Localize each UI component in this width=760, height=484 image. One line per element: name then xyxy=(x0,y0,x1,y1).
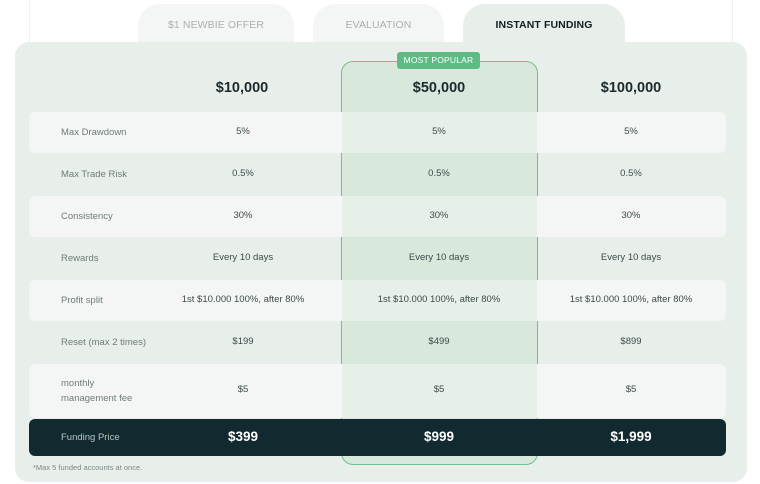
funding-price-row: Funding Price $399 $999 $1,999 xyxy=(29,419,726,456)
row-highlight-gap xyxy=(342,196,537,237)
table-row-profit-split: Profit split 1st $10.000 100%, after 80%… xyxy=(29,280,726,321)
price-10k[interactable]: $399 xyxy=(227,429,259,444)
table-row-consistency: Consistency 30% 30% 30% xyxy=(29,196,726,237)
plan-header-10k: $10,000 xyxy=(215,80,269,96)
table-row-max-trade-risk: Max Trade Risk 0.5% 0.5% 0.5% xyxy=(29,154,726,195)
price-50k[interactable]: $999 xyxy=(423,429,455,444)
most-popular-badge: MOST POPULAR xyxy=(397,52,480,69)
row-label: Reset (max 2 times) xyxy=(61,337,146,348)
table-cell: 5% xyxy=(236,126,250,137)
table-cell: 1st $10.000 100%, after 80% xyxy=(181,294,305,305)
table-cell: 1st $10.000 100%, after 80% xyxy=(569,294,693,305)
table-cell: $199 xyxy=(232,336,254,347)
table-cell: 5% xyxy=(432,126,446,137)
table-cell: 0.5% xyxy=(232,168,254,179)
table-row-rewards: Rewards Every 10 days Every 10 days Ever… xyxy=(29,238,726,279)
table-cell: 1st $10.000 100%, after 80% xyxy=(377,294,501,305)
table-cell: 0.5% xyxy=(428,168,450,179)
table-row-reset: Reset (max 2 times) $199 $499 $899 xyxy=(29,322,726,363)
table-cell: 30% xyxy=(429,210,449,221)
footnote: *Max 5 funded accounts at once. xyxy=(33,463,143,472)
row-label: Profit split xyxy=(61,295,103,306)
table-cell: $899 xyxy=(620,336,642,347)
funding-price-label: Funding Price xyxy=(61,432,120,443)
row-label: Consistency xyxy=(61,211,113,222)
row-label: Rewards xyxy=(61,253,99,264)
table-cell: 0.5% xyxy=(620,168,642,179)
price-100k[interactable]: $1,999 xyxy=(610,429,652,444)
table-cell: 30% xyxy=(621,210,641,221)
table-cell: Every 10 days xyxy=(600,252,662,263)
row-label: Max Trade Risk xyxy=(61,169,127,180)
row-label: monthly management fee xyxy=(61,378,133,404)
table-cell: $5 xyxy=(433,384,445,395)
row-highlight-gap xyxy=(342,112,537,153)
row-highlight-gap xyxy=(342,280,537,321)
row-label: Max Drawdown xyxy=(61,127,127,138)
table-cell: Every 10 days xyxy=(212,252,274,263)
plan-header-100k: $100,000 xyxy=(600,80,662,96)
row-highlight-gap xyxy=(342,364,537,418)
table-cell: Every 10 days xyxy=(408,252,470,263)
table-cell: $5 xyxy=(625,384,637,395)
table-cell: $499 xyxy=(428,336,450,347)
plan-header-50k: $50,000 xyxy=(412,80,466,96)
frame-line-right xyxy=(732,0,733,44)
frame-line-left xyxy=(29,0,30,44)
table-cell: $5 xyxy=(237,384,249,395)
table-row-management-fee: monthly management fee $5 $5 $5 xyxy=(29,364,726,418)
table-cell: 5% xyxy=(624,126,638,137)
table-row-max-drawdown: Max Drawdown 5% 5% 5% xyxy=(29,112,726,153)
table-cell: 30% xyxy=(233,210,253,221)
